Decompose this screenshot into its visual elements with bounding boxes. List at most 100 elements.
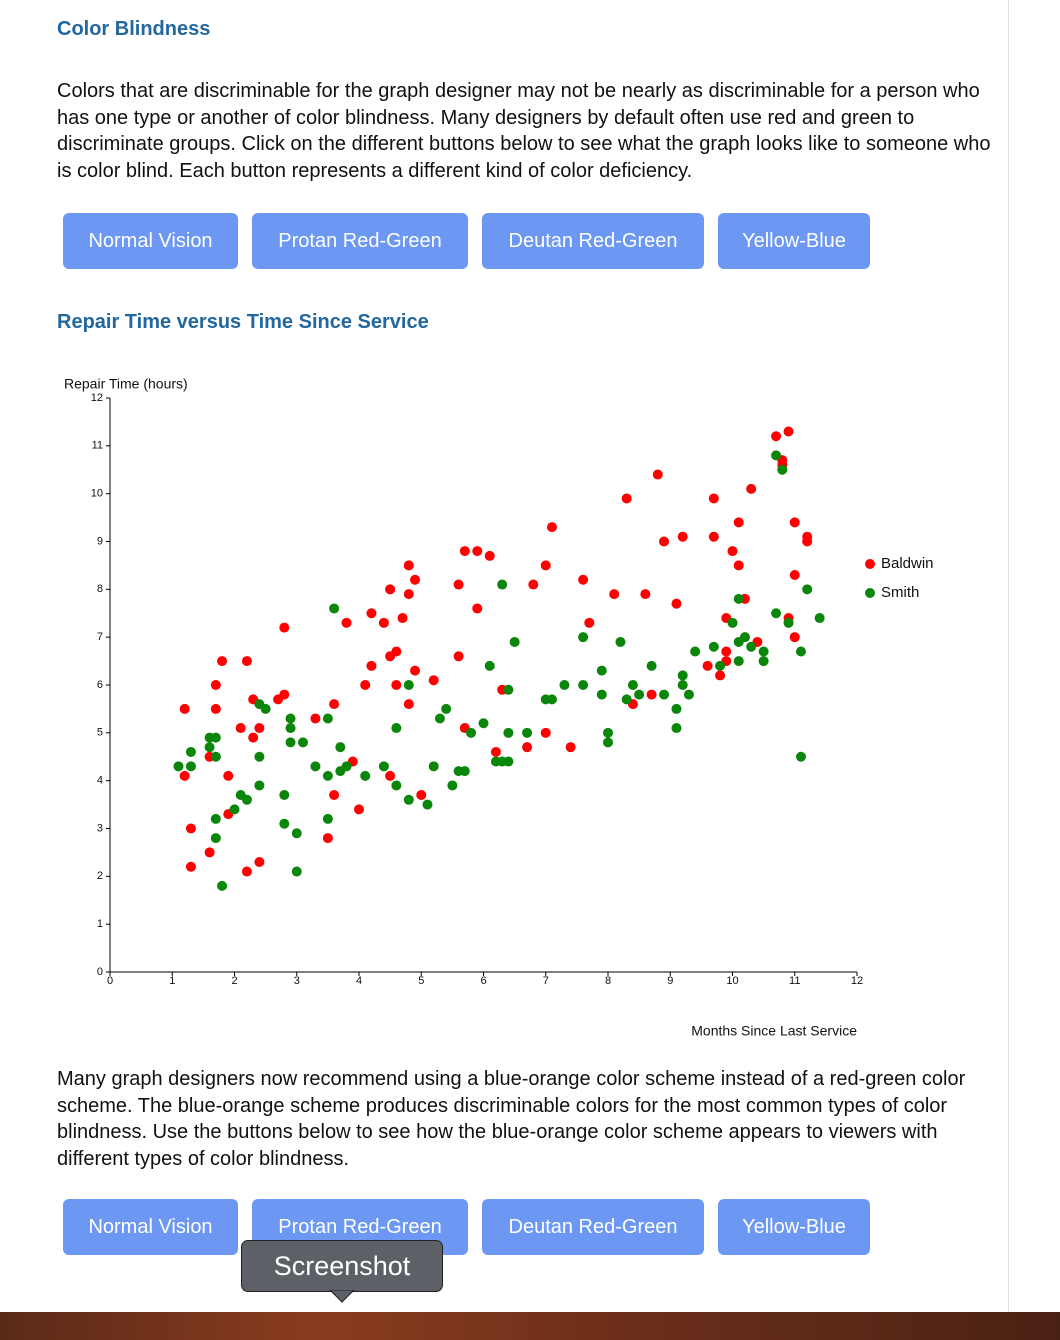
point [789, 517, 800, 528]
point [285, 713, 296, 724]
point [360, 680, 371, 690]
point [210, 680, 221, 690]
point [503, 756, 514, 767]
button[interactable]: Protan Red-Green [252, 213, 468, 269]
point [546, 694, 557, 705]
x-tick-label: 7 [543, 975, 549, 987]
point [185, 861, 196, 872]
point [746, 641, 757, 652]
point [366, 608, 377, 619]
point [715, 660, 726, 671]
point [179, 770, 190, 781]
point [795, 751, 806, 762]
point [391, 646, 402, 657]
point [677, 531, 688, 542]
point [291, 828, 302, 839]
point [210, 751, 221, 762]
point [528, 579, 539, 590]
point [490, 746, 501, 757]
point [447, 780, 458, 791]
point [715, 670, 726, 681]
point [802, 536, 813, 547]
point [254, 751, 265, 762]
point [746, 483, 757, 494]
point [329, 603, 340, 614]
point [441, 703, 452, 714]
point [733, 560, 744, 571]
button[interactable]: Deutan Red-Green [482, 213, 704, 269]
x-tick-label: 5 [418, 975, 424, 987]
point [410, 665, 421, 676]
point [640, 589, 651, 600]
point [609, 589, 620, 600]
point [260, 703, 271, 714]
point [771, 431, 782, 442]
point [179, 703, 190, 714]
point [771, 608, 782, 619]
point [285, 723, 296, 734]
point [403, 589, 414, 600]
point [241, 866, 252, 877]
y-axis-label: Repair Time (hours) [64, 376, 188, 392]
point [366, 660, 377, 671]
point [677, 680, 688, 690]
button[interactable]: Yellow-Blue [718, 1199, 870, 1255]
point [204, 847, 215, 858]
point [690, 646, 701, 657]
point [254, 723, 265, 734]
point [659, 689, 670, 700]
point [702, 660, 713, 671]
legend-label: Smith [881, 584, 919, 601]
point [378, 617, 389, 628]
page-edge [1008, 0, 1009, 1312]
point [397, 613, 408, 624]
point [659, 536, 670, 547]
point [223, 770, 234, 781]
point [671, 703, 682, 714]
point [509, 636, 520, 647]
point [777, 464, 788, 475]
point [391, 723, 402, 734]
point [789, 632, 800, 643]
legend-swatch [865, 588, 875, 598]
button[interactable]: Normal Vision [63, 1199, 238, 1255]
point [733, 656, 744, 667]
point [428, 675, 439, 686]
point [578, 632, 589, 643]
point [466, 727, 477, 738]
point [546, 522, 557, 533]
point [210, 813, 221, 824]
button[interactable]: Deutan Red-Green [482, 1199, 704, 1255]
outro-paragraph: Many graph designers now recommend using… [57, 1068, 966, 1170]
button[interactable]: Yellow-Blue [718, 213, 870, 269]
point [671, 598, 682, 609]
point [322, 833, 333, 844]
point [634, 689, 645, 700]
legend-label: Baldwin [881, 555, 934, 572]
y-tick-label: 11 [92, 440, 103, 452]
point [783, 426, 794, 437]
point [341, 761, 352, 772]
button[interactable]: Normal Vision [63, 213, 238, 269]
heading: Color Blindness [57, 18, 211, 40]
y-tick-label: 7 [97, 631, 103, 643]
point [758, 656, 769, 667]
point [210, 703, 221, 714]
point [453, 651, 464, 662]
point [360, 770, 371, 781]
point [739, 632, 750, 643]
point [459, 546, 470, 557]
point [522, 727, 533, 738]
point [204, 742, 215, 753]
point [403, 699, 414, 710]
point [385, 584, 396, 595]
point [329, 699, 340, 710]
point [522, 742, 533, 753]
point [254, 856, 265, 867]
point [248, 732, 259, 743]
point [210, 833, 221, 844]
point [721, 646, 732, 657]
point [596, 689, 607, 700]
point [559, 680, 570, 690]
x-tick-label: 1 [169, 975, 175, 987]
